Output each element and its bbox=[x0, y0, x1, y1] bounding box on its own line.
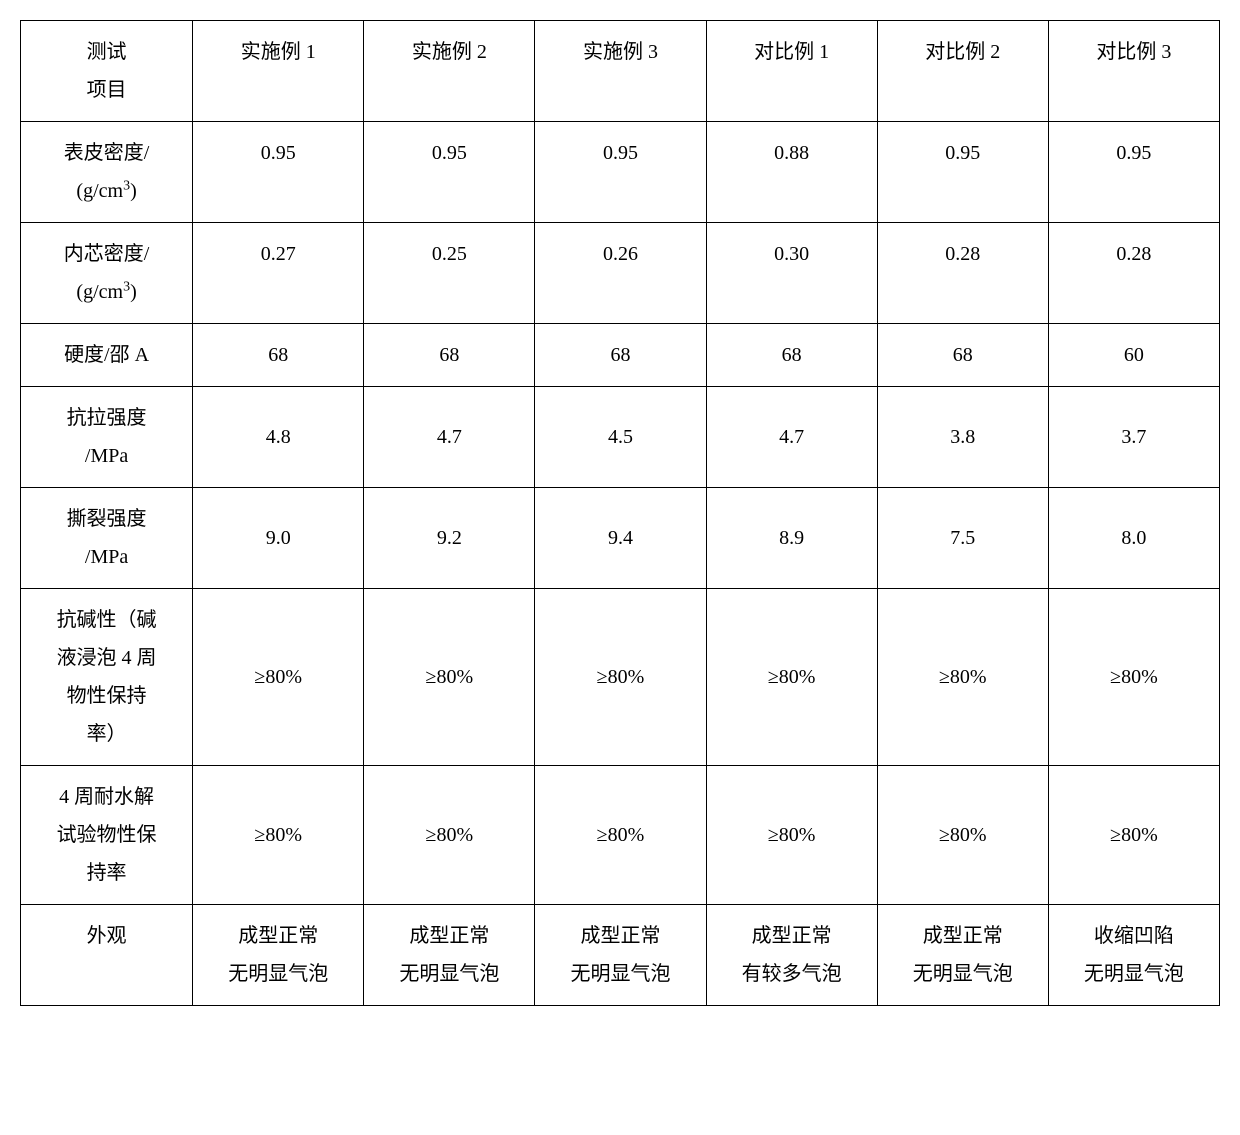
data-cell: 4.7 bbox=[364, 387, 535, 488]
data-cell: 0.95 bbox=[877, 122, 1048, 223]
header-cell-3: 实施例 3 bbox=[535, 21, 706, 122]
data-cell: 0.95 bbox=[535, 122, 706, 223]
table-row: 硬度/邵 A 68 68 68 68 68 60 bbox=[21, 324, 1220, 387]
data-cell: 68 bbox=[706, 324, 877, 387]
table-row: 表皮密度/ (g/cm3) 0.95 0.95 0.95 0.88 0.95 0… bbox=[21, 122, 1220, 223]
data-cell: 成型正常 无明显气泡 bbox=[535, 905, 706, 1006]
table-row: 外观 成型正常 无明显气泡 成型正常 无明显气泡 成型正常 无明显气泡 成型正常… bbox=[21, 905, 1220, 1006]
data-cell: ≥80% bbox=[535, 589, 706, 766]
table-row: 内芯密度/ (g/cm3) 0.27 0.25 0.26 0.30 0.28 0… bbox=[21, 223, 1220, 324]
data-cell: 成型正常 无明显气泡 bbox=[877, 905, 1048, 1006]
data-cell: 68 bbox=[193, 324, 364, 387]
data-cell: 0.88 bbox=[706, 122, 877, 223]
data-cell: 0.30 bbox=[706, 223, 877, 324]
data-cell: ≥80% bbox=[193, 589, 364, 766]
header-row: 测试 项目 实施例 1 实施例 2 实施例 3 对比例 1 对比例 2 对比例 … bbox=[21, 21, 1220, 122]
table-row: 4 周耐水解 试验物性保 持率 ≥80% ≥80% ≥80% ≥80% ≥80%… bbox=[21, 766, 1220, 905]
row-label-hardness: 硬度/邵 A bbox=[21, 324, 193, 387]
table-row: 撕裂强度 /MPa 9.0 9.2 9.4 8.9 7.5 8.0 bbox=[21, 488, 1220, 589]
data-cell: ≥80% bbox=[364, 766, 535, 905]
row-label-surface-density: 表皮密度/ (g/cm3) bbox=[21, 122, 193, 223]
header-cell-6: 对比例 3 bbox=[1048, 21, 1219, 122]
data-cell: 收缩凹陷 无明显气泡 bbox=[1048, 905, 1219, 1006]
data-cell: 8.9 bbox=[706, 488, 877, 589]
header-cell-test: 测试 项目 bbox=[21, 21, 193, 122]
data-cell: 0.95 bbox=[1048, 122, 1219, 223]
data-cell: 9.2 bbox=[364, 488, 535, 589]
header-cell-2: 实施例 2 bbox=[364, 21, 535, 122]
data-table: 测试 项目 实施例 1 实施例 2 实施例 3 对比例 1 对比例 2 对比例 … bbox=[20, 20, 1220, 1006]
data-cell: 3.8 bbox=[877, 387, 1048, 488]
data-cell: 0.25 bbox=[364, 223, 535, 324]
data-cell: 0.28 bbox=[877, 223, 1048, 324]
data-cell: 3.7 bbox=[1048, 387, 1219, 488]
data-cell: ≥80% bbox=[877, 589, 1048, 766]
data-cell: ≥80% bbox=[706, 589, 877, 766]
data-cell: 4.8 bbox=[193, 387, 364, 488]
header-cell-4: 对比例 1 bbox=[706, 21, 877, 122]
data-cell: 60 bbox=[1048, 324, 1219, 387]
data-cell: 0.95 bbox=[364, 122, 535, 223]
data-cell: 7.5 bbox=[877, 488, 1048, 589]
data-cell: 成型正常 无明显气泡 bbox=[193, 905, 364, 1006]
data-cell: ≥80% bbox=[193, 766, 364, 905]
row-label-hydrolysis: 4 周耐水解 试验物性保 持率 bbox=[21, 766, 193, 905]
header-text-line1: 测试 bbox=[87, 41, 127, 63]
data-cell: 68 bbox=[877, 324, 1048, 387]
row-label-tear: 撕裂强度 /MPa bbox=[21, 488, 193, 589]
data-cell: 成型正常 无明显气泡 bbox=[364, 905, 535, 1006]
data-cell: 68 bbox=[535, 324, 706, 387]
header-text-line2: 项目 bbox=[87, 79, 127, 101]
data-cell: 4.7 bbox=[706, 387, 877, 488]
data-cell: 68 bbox=[364, 324, 535, 387]
data-cell: ≥80% bbox=[535, 766, 706, 905]
data-cell: 成型正常 有较多气泡 bbox=[706, 905, 877, 1006]
data-cell: 0.26 bbox=[535, 223, 706, 324]
table-row: 抗拉强度 /MPa 4.8 4.7 4.5 4.7 3.8 3.7 bbox=[21, 387, 1220, 488]
data-cell: ≥80% bbox=[877, 766, 1048, 905]
data-cell: ≥80% bbox=[706, 766, 877, 905]
data-cell: 9.4 bbox=[535, 488, 706, 589]
data-cell: 0.28 bbox=[1048, 223, 1219, 324]
data-cell: 0.27 bbox=[193, 223, 364, 324]
data-cell: 8.0 bbox=[1048, 488, 1219, 589]
data-cell: 0.95 bbox=[193, 122, 364, 223]
table-row: 抗碱性（碱 液浸泡 4 周 物性保持 率） ≥80% ≥80% ≥80% ≥80… bbox=[21, 589, 1220, 766]
row-label-alkali: 抗碱性（碱 液浸泡 4 周 物性保持 率） bbox=[21, 589, 193, 766]
data-cell: ≥80% bbox=[1048, 589, 1219, 766]
row-label-appearance: 外观 bbox=[21, 905, 193, 1006]
data-cell: 9.0 bbox=[193, 488, 364, 589]
data-cell: ≥80% bbox=[1048, 766, 1219, 905]
data-cell: 4.5 bbox=[535, 387, 706, 488]
data-cell: ≥80% bbox=[364, 589, 535, 766]
row-label-core-density: 内芯密度/ (g/cm3) bbox=[21, 223, 193, 324]
header-cell-1: 实施例 1 bbox=[193, 21, 364, 122]
header-cell-5: 对比例 2 bbox=[877, 21, 1048, 122]
row-label-tensile: 抗拉强度 /MPa bbox=[21, 387, 193, 488]
